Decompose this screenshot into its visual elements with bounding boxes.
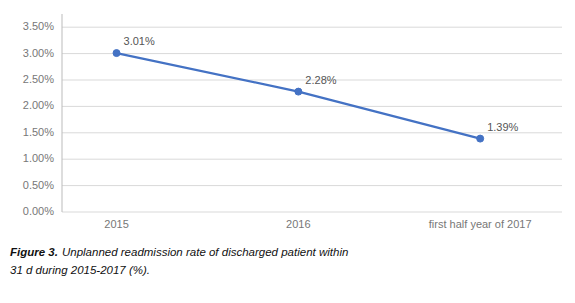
grid-line: [62, 53, 562, 54]
data-label: 2.28%: [305, 74, 336, 86]
chart: 0.00% 0.50% 1.00% 1.50% 2.00% 2.50% 3.00% 3.50%…: [0, 0, 575, 303]
x-tick-label: 2016: [286, 218, 310, 230]
x-tick-label: first half year of 2017: [429, 218, 532, 230]
grid-line: [62, 27, 562, 28]
y-tick-label: 1.00%: [23, 152, 54, 164]
line: [117, 53, 481, 139]
caption-text: Unplanned readmission rate of discharged…: [62, 246, 348, 258]
point: [295, 88, 302, 95]
caption: Figure 3. Unplanned readmission rate of d…: [10, 246, 348, 258]
y-tick-label: 0.00%: [23, 205, 54, 217]
y-axis-line: [62, 14, 63, 212]
data-label: 1.39%: [487, 121, 518, 133]
caption-bold: Figure 3.: [10, 246, 58, 258]
grid-line: [62, 106, 562, 107]
y-tick-label: 1.50%: [23, 126, 54, 138]
series: [113, 50, 484, 143]
data-label: 3.01%: [124, 35, 155, 47]
y-tick-label: 2.00%: [23, 99, 54, 111]
y-tick-label: 3.50%: [23, 20, 54, 32]
caption-text: 31 d during 2015-2017 (%).: [10, 264, 150, 276]
grid-line: [62, 212, 562, 213]
y-tick-label: 2.50%: [23, 73, 54, 85]
grid-line: [62, 159, 562, 160]
grid-line: [62, 185, 562, 186]
point: [113, 50, 120, 57]
point: [477, 135, 484, 142]
y-tick-label: 3.00%: [23, 47, 54, 59]
y-tick-label: 0.50%: [23, 179, 54, 191]
y-grid: [62, 27, 562, 212]
chart-container: 0.00% 0.50% 1.00% 1.50% 2.00% 2.50% 3.00% 3.50%…: [0, 0, 575, 303]
x-tick-label: 2015: [104, 218, 128, 230]
